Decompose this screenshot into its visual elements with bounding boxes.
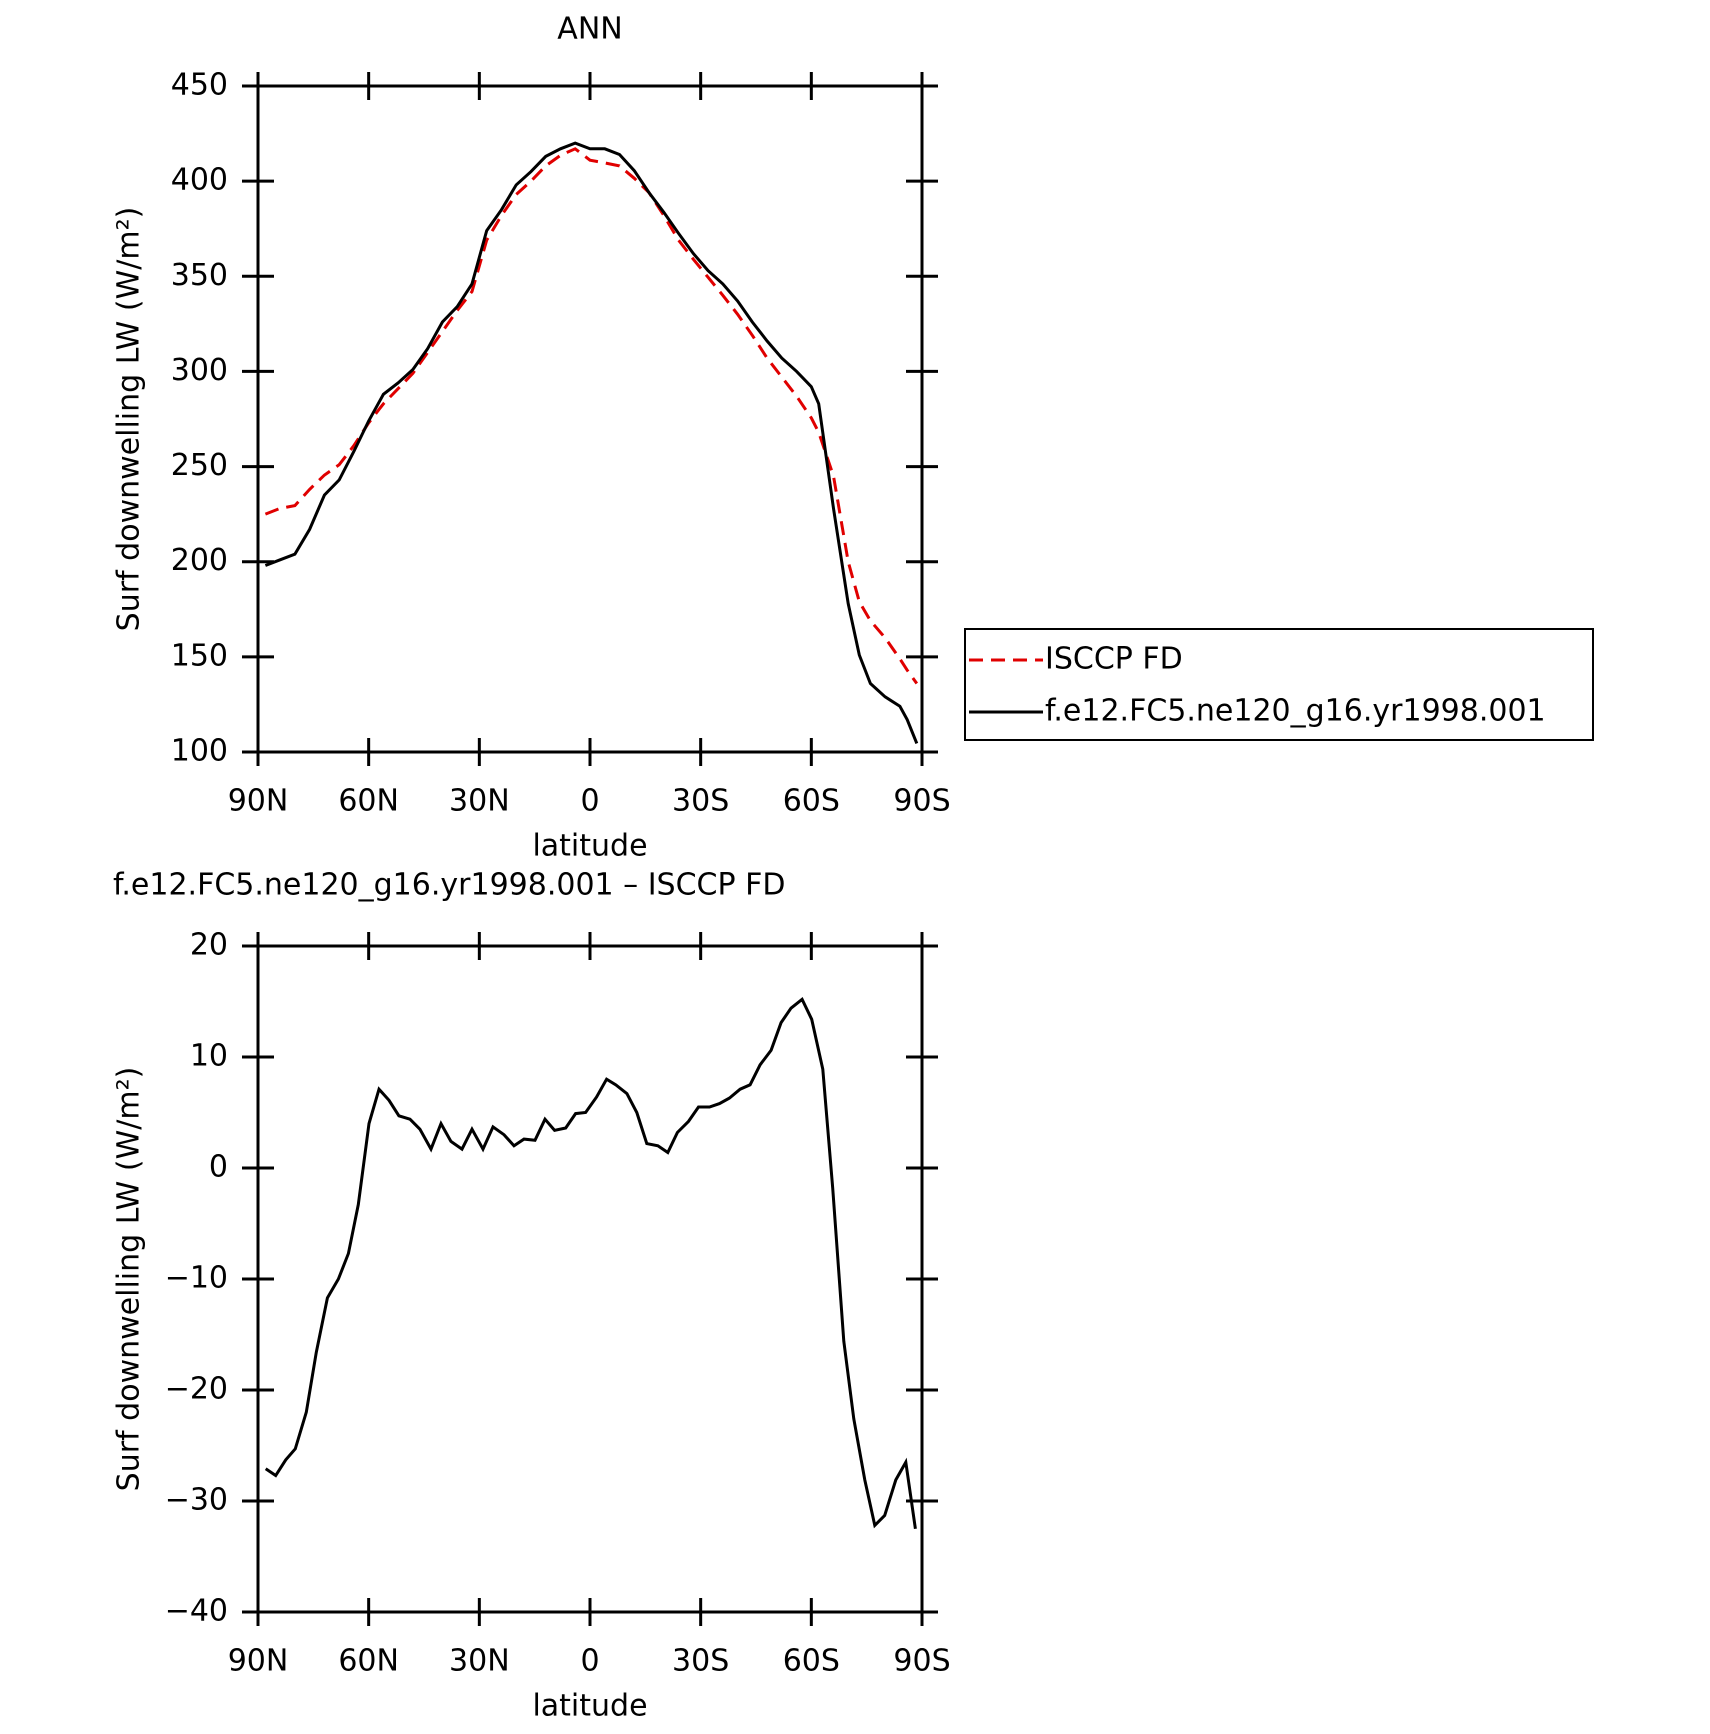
x-tick-label: 0: [580, 784, 599, 819]
plot-frame: [256, 944, 924, 1614]
chart-title: f.e12.FC5.ne120_g16.yr1998.001 – ISCCP F…: [113, 868, 785, 903]
y-tick-label: 350: [171, 258, 228, 293]
x-tick-label: 30S: [672, 1644, 729, 1679]
x-tick-label: 30N: [449, 1644, 510, 1679]
x-axis-label: latitude: [532, 829, 647, 864]
y-tick-label: 450: [171, 68, 228, 103]
y-tick-label: 20: [190, 928, 228, 963]
x-tick-label: 90S: [893, 1644, 950, 1679]
y-tick-label: 150: [171, 638, 228, 673]
y-tick-label: −10: [165, 1261, 228, 1296]
y-axis-label: Surf downwelling LW (W/m²): [112, 1067, 147, 1492]
x-tick-label: 90N: [228, 1644, 289, 1679]
x-tick-label: 0: [580, 1644, 599, 1679]
x-tick-label: 30S: [672, 784, 729, 819]
x-axis-label: latitude: [532, 1689, 647, 1724]
x-tick-label: 30N: [449, 784, 510, 819]
y-tick-label: 100: [171, 734, 228, 769]
plot-frame: [256, 84, 924, 754]
x-tick-label: 90S: [893, 784, 950, 819]
y-tick-label: −30: [165, 1483, 228, 1518]
y-axis-label: Surf downwelling LW (W/m²): [112, 207, 147, 632]
x-tick-label: 60S: [783, 784, 840, 819]
y-tick-label: 10: [190, 1039, 228, 1074]
legend-label: f.e12.FC5.ne120_g16.yr1998.001: [1045, 694, 1546, 729]
y-tick-label: 300: [171, 353, 228, 388]
y-tick-label: 200: [171, 543, 228, 578]
y-tick-label: 250: [171, 448, 228, 483]
y-tick-label: −40: [165, 1594, 228, 1629]
y-tick-label: −20: [165, 1372, 228, 1407]
data-line: [264, 996, 917, 1530]
y-tick-label: 0: [209, 1150, 228, 1185]
y-tick-label: 400: [171, 163, 228, 198]
x-tick-label: 60S: [783, 1644, 840, 1679]
data-line: [264, 141, 919, 744]
x-tick-label: 90N: [228, 784, 289, 819]
legend-box: [964, 628, 1594, 741]
chart-title: ANN: [557, 12, 622, 47]
x-tick-label: 60N: [338, 784, 399, 819]
legend-label: ISCCP FD: [1045, 642, 1183, 677]
x-tick-label: 60N: [338, 1644, 399, 1679]
